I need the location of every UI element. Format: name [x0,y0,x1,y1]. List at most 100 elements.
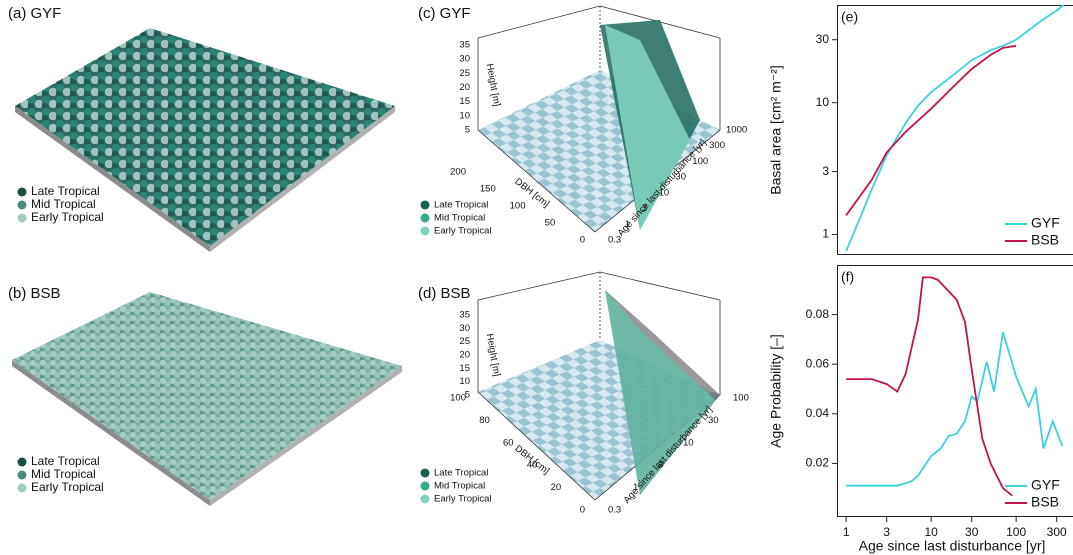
legend-dot [17,187,27,197]
legend-label: Early Tropical [31,210,104,224]
legend-dot [17,457,27,467]
x-tick-label: 10 [683,437,694,448]
line-series [845,44,1017,216]
z-tick-label: 30 [459,54,470,65]
panel-label: (a) GYF [8,5,61,22]
x-tick-label: 3 [658,460,663,471]
plot-area [846,276,1064,497]
stems-c [600,20,700,230]
y-tick-label: 0.02 [806,456,830,470]
legend-label: Mid Tropical [31,197,96,211]
legend-label: Early Tropical [434,494,492,505]
legend-dot [17,213,27,223]
box-edge [477,38,721,233]
legend-dot [17,470,27,480]
x-tick-label: 1 [633,482,638,493]
x-tick-label: 3 [642,203,647,214]
box-edge [477,5,721,39]
legend-dot [420,481,430,491]
z-tick-label: 10 [459,376,470,387]
y-tick-label: 200 [450,167,466,178]
plot-frame [837,5,1073,255]
legend-label: Early Tropical [31,480,104,494]
x-tick-label: 1 [843,525,850,539]
legend-label: Early Tropical [434,226,492,237]
panel-label: (c) GYF [418,5,471,22]
x-tick-label: 30 [965,525,979,539]
stems-d [605,290,720,495]
legend-label: Mid Tropical [434,213,485,224]
y-tick-label: 0.04 [806,406,830,420]
y-tick-label: 60 [503,437,514,448]
panel-label: (f) [841,269,854,285]
x-tick-label: 3 [883,525,890,539]
z-axis-label: Height [m] [484,63,502,108]
y-tick-label: 30 [816,32,830,46]
legend-dot [17,483,27,493]
y-tick-label: 10 [816,95,830,109]
slab-edge [210,106,395,252]
line-series [845,5,1065,252]
y-axis-label: Basal area [cm² m⁻²] [768,65,784,195]
z-tick-label: 20 [459,350,470,361]
slab-edge [15,106,210,252]
x-tick-label: 10 [924,525,938,539]
y-tick-label: 3 [822,164,829,178]
x-tick-label: 0.3 [608,235,621,246]
y-tick-label: 0.06 [806,356,830,370]
y-tick-label: 100 [510,201,526,212]
x-tick-label: 100 [692,156,708,167]
y-tick-label: 40 [527,460,538,471]
x-tick-label: 100 [733,393,749,404]
z-tick-label: 35 [459,40,470,51]
z-tick-label: 25 [459,336,470,347]
slab-edge [12,360,210,506]
x-tick-label: 100 [1006,525,1026,539]
legend-label: Mid Tropical [434,481,485,492]
legend-label: Late Tropical [31,184,100,198]
plot-area [845,5,1065,252]
x-tick-label: 10 [659,187,670,198]
forest-a [15,28,395,246]
legend-label: GYF [1031,477,1060,493]
line-series [846,276,1013,497]
z-tick-label: 35 [459,310,470,321]
legend-dot [420,226,430,236]
y-tick-label: 0 [580,235,585,246]
panel-label: (d) BSB [418,285,471,302]
y-tick-label: 50 [545,218,556,229]
legend-dot [420,213,430,223]
legend-dot [420,468,430,478]
plot-frame [837,265,1073,517]
z-tick-label: 15 [459,96,470,107]
x-axis-label: Age since last disturbance [yr] [859,538,1046,554]
legend-dot [420,200,430,210]
legend-label: GYF [1031,215,1060,231]
line-series [846,331,1064,487]
z-tick-label: 20 [459,82,470,93]
legend-label: BSB [1031,232,1059,248]
z-tick-label: 5 [465,390,470,401]
y-tick-label: 100 [450,393,466,404]
box-edge [477,300,721,501]
y-tick-label: 150 [480,184,496,195]
box-edge [477,271,721,301]
y-tick-label: 20 [551,482,562,493]
x-tick-label: 30 [708,415,719,426]
x-tick-label: 30 [675,172,686,183]
legend-label: Mid Tropical [31,467,96,481]
x-tick-label: 300 [1047,525,1067,539]
z-tick-label: 5 [465,125,470,136]
y-tick-label: 0 [580,505,585,516]
z-tick-label: 30 [459,323,470,334]
z-tick-label: 25 [459,68,470,79]
z-tick-label: 10 [459,110,470,121]
x-tick-label: 300 [709,140,725,151]
legend-dot [17,200,27,210]
legend-label: Late Tropical [434,200,488,211]
x-tick-label: 1000 [726,125,747,136]
legend-label: BSB [1031,494,1059,510]
y-tick-label: 0.08 [806,307,830,321]
slab-edge [210,366,402,506]
